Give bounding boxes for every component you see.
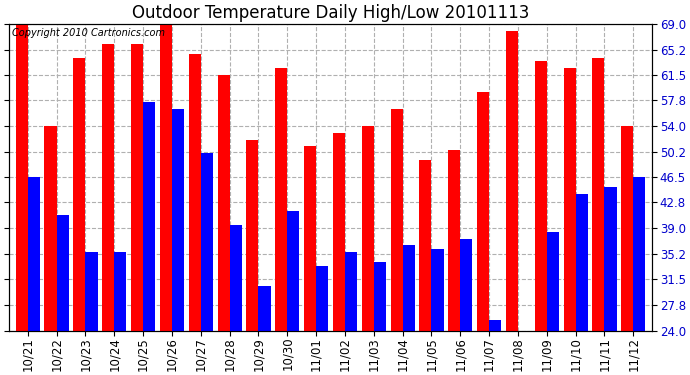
Bar [403, 245, 415, 331]
Bar [477, 92, 489, 331]
Bar [86, 252, 97, 331]
Bar [489, 320, 501, 331]
Bar [44, 126, 57, 331]
Bar [172, 109, 184, 331]
Bar [448, 150, 460, 331]
Bar [246, 140, 259, 331]
Bar [431, 249, 444, 331]
Bar [391, 109, 403, 331]
Bar [259, 286, 270, 331]
Bar [304, 147, 316, 331]
Bar [535, 61, 546, 331]
Bar [201, 153, 213, 331]
Bar [275, 68, 287, 331]
Bar [362, 126, 374, 331]
Bar [230, 225, 241, 331]
Bar [131, 44, 143, 331]
Bar [564, 68, 575, 331]
Bar [546, 232, 559, 331]
Bar [28, 177, 40, 331]
Bar [621, 126, 633, 331]
Text: Copyright 2010 Cartronics.com: Copyright 2010 Cartronics.com [12, 28, 165, 38]
Bar [287, 211, 299, 331]
Bar [73, 58, 86, 331]
Bar [102, 44, 115, 331]
Title: Outdoor Temperature Daily High/Low 20101113: Outdoor Temperature Daily High/Low 20101… [132, 4, 529, 22]
Bar [115, 252, 126, 331]
Bar [143, 102, 155, 331]
Bar [316, 266, 328, 331]
Bar [506, 30, 518, 331]
Bar [160, 20, 172, 331]
Bar [633, 177, 645, 331]
Bar [57, 214, 69, 331]
Bar [593, 58, 604, 331]
Bar [374, 262, 386, 331]
Bar [604, 188, 617, 331]
Bar [345, 252, 357, 331]
Bar [460, 238, 473, 331]
Bar [575, 194, 588, 331]
Bar [420, 160, 431, 331]
Bar [16, 24, 28, 331]
Bar [333, 133, 345, 331]
Bar [188, 54, 201, 331]
Bar [217, 75, 230, 331]
